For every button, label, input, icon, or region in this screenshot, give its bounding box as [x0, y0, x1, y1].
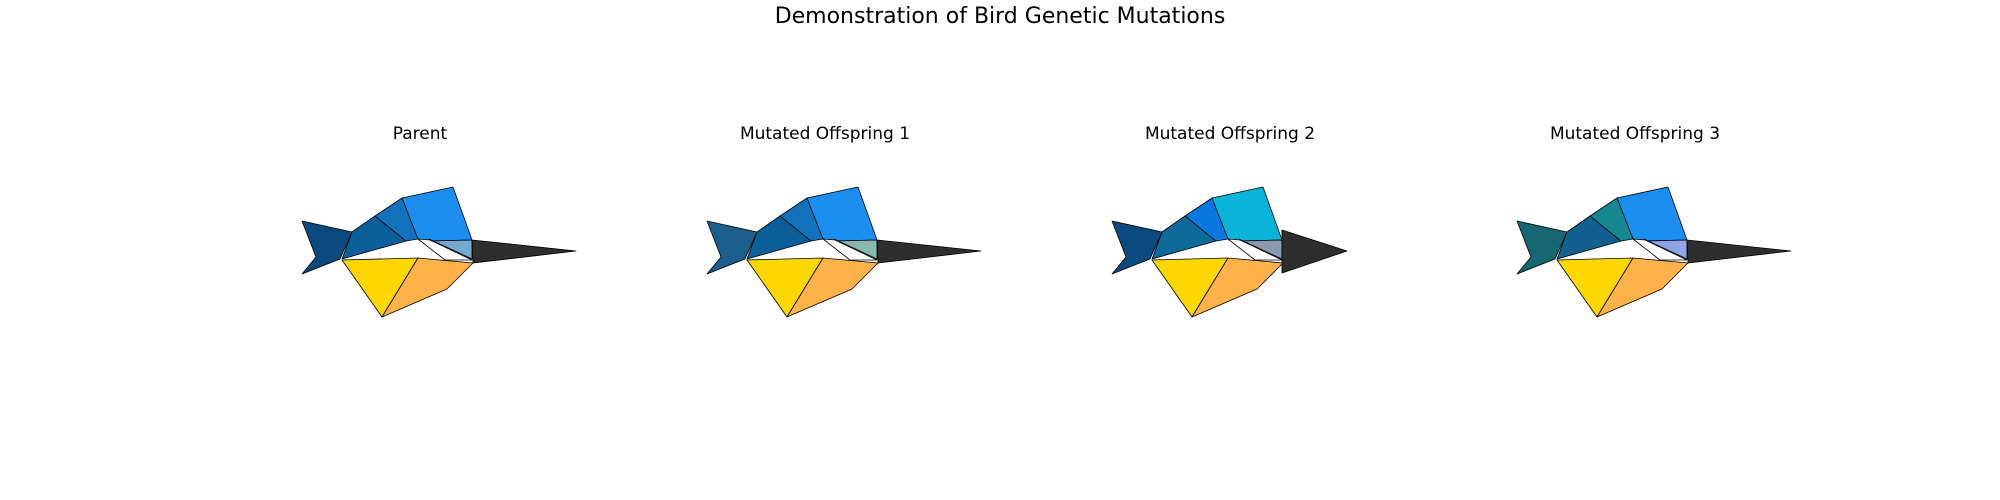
bird-belly [786, 257, 879, 318]
bird-throat [417, 238, 473, 261]
bird-panel-offspring-2: Mutated Offspring 2 [1030, 118, 1430, 338]
panel-title: Mutated Offspring 3 [1549, 124, 1721, 144]
bird-illustration [301, 186, 577, 318]
panel-title: Mutated Offspring 2 [1144, 124, 1316, 144]
bird-beak [876, 239, 982, 264]
bird-illustration [1111, 186, 1348, 318]
panel-title: Mutated Offspring 1 [739, 124, 911, 144]
bird-tail [301, 220, 353, 275]
bird-panel-parent: Parent [220, 118, 620, 338]
bird-throat [1632, 238, 1688, 261]
bird-belly [381, 257, 474, 318]
bird-throat [822, 238, 878, 261]
bird-belly [1596, 257, 1689, 318]
bird-beak [471, 239, 577, 264]
bird-belly [1191, 257, 1284, 318]
bird-illustration [1516, 186, 1792, 318]
bird-beak [1686, 239, 1792, 264]
bird-panel-offspring-3: Mutated Offspring 3 [1435, 118, 1835, 338]
panel-title: Parent [392, 124, 448, 144]
bird-panel-offspring-1: Mutated Offspring 1 [625, 118, 1025, 338]
bird-illustration [706, 186, 982, 318]
figure-title: Demonstration of Bird Genetic Mutations [774, 4, 1226, 29]
bird-tail [706, 220, 758, 275]
bird-tail [1111, 220, 1163, 275]
bird-beak [1281, 229, 1348, 274]
bird-tail [1516, 220, 1568, 275]
bird-throat [1227, 238, 1283, 261]
